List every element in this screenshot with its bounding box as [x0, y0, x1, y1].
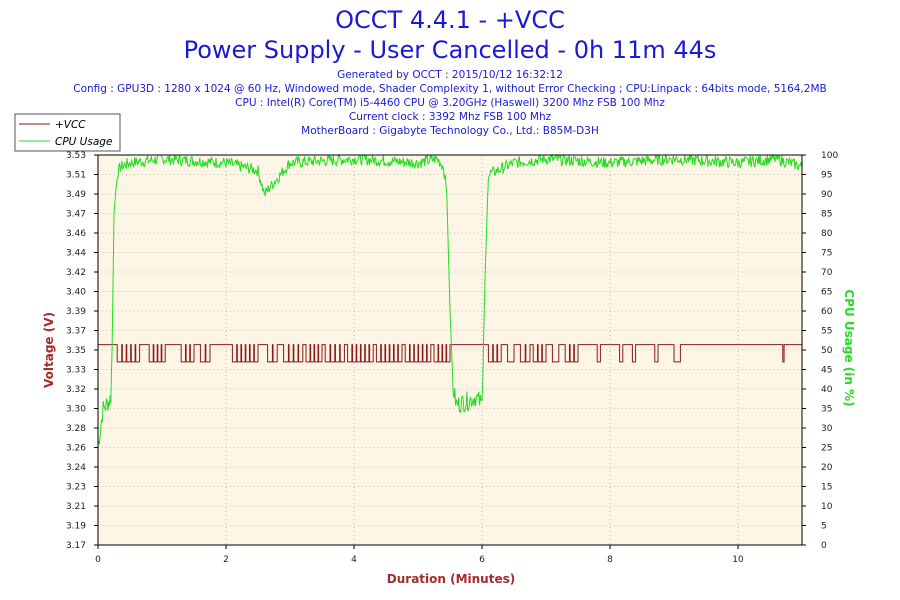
y-right-axis-label: CPU Usage (in %) — [842, 289, 856, 406]
y-right-tick-label: 95 — [821, 171, 832, 181]
y-left-tick-label: 3.49 — [66, 190, 86, 200]
config-line: Config : GPU3D : 1280 x 1024 @ 60 Hz, Wi… — [73, 83, 827, 95]
y-right-tick-label: 30 — [821, 424, 833, 434]
x-tick-label: 0 — [95, 555, 101, 565]
y-right-tick-label: 90 — [821, 190, 833, 200]
y-left-tick-label: 3.19 — [66, 522, 86, 532]
y-left-tick-label: 3.42 — [66, 268, 86, 278]
legend: +VCC CPU Usage — [14, 113, 121, 152]
y-left-tick-label: 3.26 — [66, 444, 86, 454]
y-right-ticks: 0 5 10 15 20 25 30 35 40 45 50 55 60 65 70 75 80 85 90 95 10… — [802, 151, 838, 551]
chart-title: OCCT 4.4.1 - +VCC — [335, 6, 565, 34]
y-left-tick-label: 3.39 — [66, 307, 86, 317]
y-right-tick-label: 15 — [821, 483, 832, 493]
x-tick-label: 8 — [607, 555, 613, 565]
y-right-tick-label: 10 — [821, 502, 833, 512]
y-left-tick-label: 3.40 — [66, 288, 86, 298]
y-left-tick-label: 3.47 — [66, 210, 86, 220]
y-left-tick-label: 3.53 — [66, 151, 86, 161]
y-right-tick-label: 100 — [821, 151, 838, 161]
x-tick-label: 10 — [732, 555, 744, 565]
y-left-tick-label: 3.46 — [66, 229, 86, 239]
y-right-tick-label: 60 — [821, 307, 833, 317]
plot-frame — [97, 154, 803, 546]
y-right-tick-label: 70 — [821, 268, 833, 278]
y-right-tick-label: 5 — [821, 522, 827, 532]
y-right-tick-label: 50 — [821, 346, 833, 356]
y-right-tick-label: 45 — [821, 366, 832, 376]
y-left-tick-label: 3.30 — [66, 405, 86, 415]
legend-vcc-label: +VCC — [55, 119, 86, 131]
y-right-tick-label: 40 — [821, 385, 833, 395]
y-right-tick-label: 20 — [821, 463, 833, 473]
legend-cpu-label: CPU Usage — [55, 136, 112, 148]
x-axis-label: Duration (Minutes) — [387, 572, 515, 586]
y-left-tick-label: 3.37 — [66, 327, 86, 337]
cpu-line: CPU : Intel(R) Core(TM) i5-4460 CPU @ 3.… — [235, 97, 665, 109]
x-tick-label: 2 — [223, 555, 229, 565]
y-left-tick-label: 3.24 — [66, 463, 86, 473]
y-right-tick-label: 0 — [821, 541, 827, 551]
y-left-ticks: 3.17 3.19 3.21 3.23 3.24 3.26 3.28 3.30 3.32 3.33… — [66, 151, 98, 551]
x-tick-label: 6 — [479, 555, 485, 565]
y-right-tick-label: 75 — [821, 249, 832, 259]
vcc-series-line — [98, 344, 802, 363]
y-left-tick-label: 3.28 — [66, 424, 86, 434]
y-left-tick-label: 3.51 — [66, 171, 86, 181]
y-right-tick-label: 80 — [821, 229, 833, 239]
y-right-tick-label: 55 — [821, 327, 832, 337]
y-right-tick-label: 25 — [821, 444, 832, 454]
generated-line: Generated by OCCT : 2015/10/12 16:32:12 — [337, 69, 563, 81]
cpu-series-line — [97, 153, 803, 448]
y-left-tick-label: 3.23 — [66, 483, 86, 493]
y-left-tick-label: 3.32 — [66, 385, 86, 395]
x-tick-label: 4 — [351, 555, 357, 565]
y-right-tick-label: 85 — [821, 210, 832, 220]
legend-box — [14, 113, 121, 152]
y-left-tick-label: 3.35 — [66, 346, 86, 356]
y-left-tick-label: 3.44 — [66, 249, 86, 259]
y-left-axis-label: Voltage (V) — [42, 312, 56, 388]
x-ticks: 0 2 4 6 8 10 — [95, 545, 744, 565]
motherboard-line: MotherBoard : Gigabyte Technology Co., L… — [301, 125, 599, 137]
y-left-tick-label: 3.17 — [66, 541, 86, 551]
y-left-tick-label: 3.33 — [66, 366, 86, 376]
y-left-tick-label: 3.21 — [66, 502, 86, 512]
y-right-tick-label: 65 — [821, 288, 832, 298]
clock-line: Current clock : 3392 Mhz FSB 100 Mhz — [348, 111, 552, 123]
y-right-tick-label: 35 — [821, 405, 832, 415]
chart-subtitle: Power Supply - User Cancelled - 0h 11m 4… — [183, 36, 717, 64]
